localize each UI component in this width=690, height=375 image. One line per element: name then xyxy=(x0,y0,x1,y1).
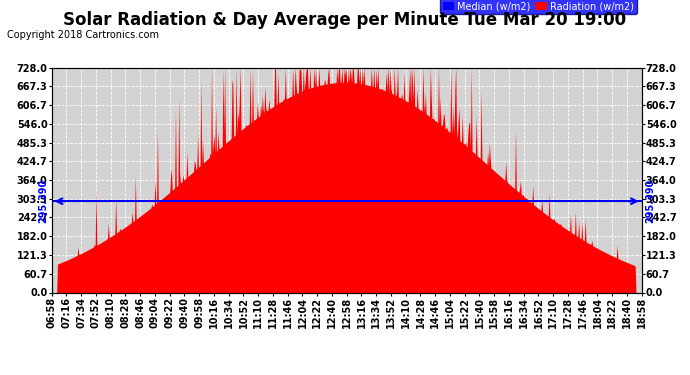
Legend: Median (w/m2), Radiation (w/m2): Median (w/m2), Radiation (w/m2) xyxy=(440,0,637,14)
Text: Copyright 2018 Cartronics.com: Copyright 2018 Cartronics.com xyxy=(7,30,159,40)
Text: 295.390: 295.390 xyxy=(39,179,48,224)
Text: 295.390: 295.390 xyxy=(645,179,655,224)
Text: Solar Radiation & Day Average per Minute Tue Mar 20 19:00: Solar Radiation & Day Average per Minute… xyxy=(63,11,627,29)
